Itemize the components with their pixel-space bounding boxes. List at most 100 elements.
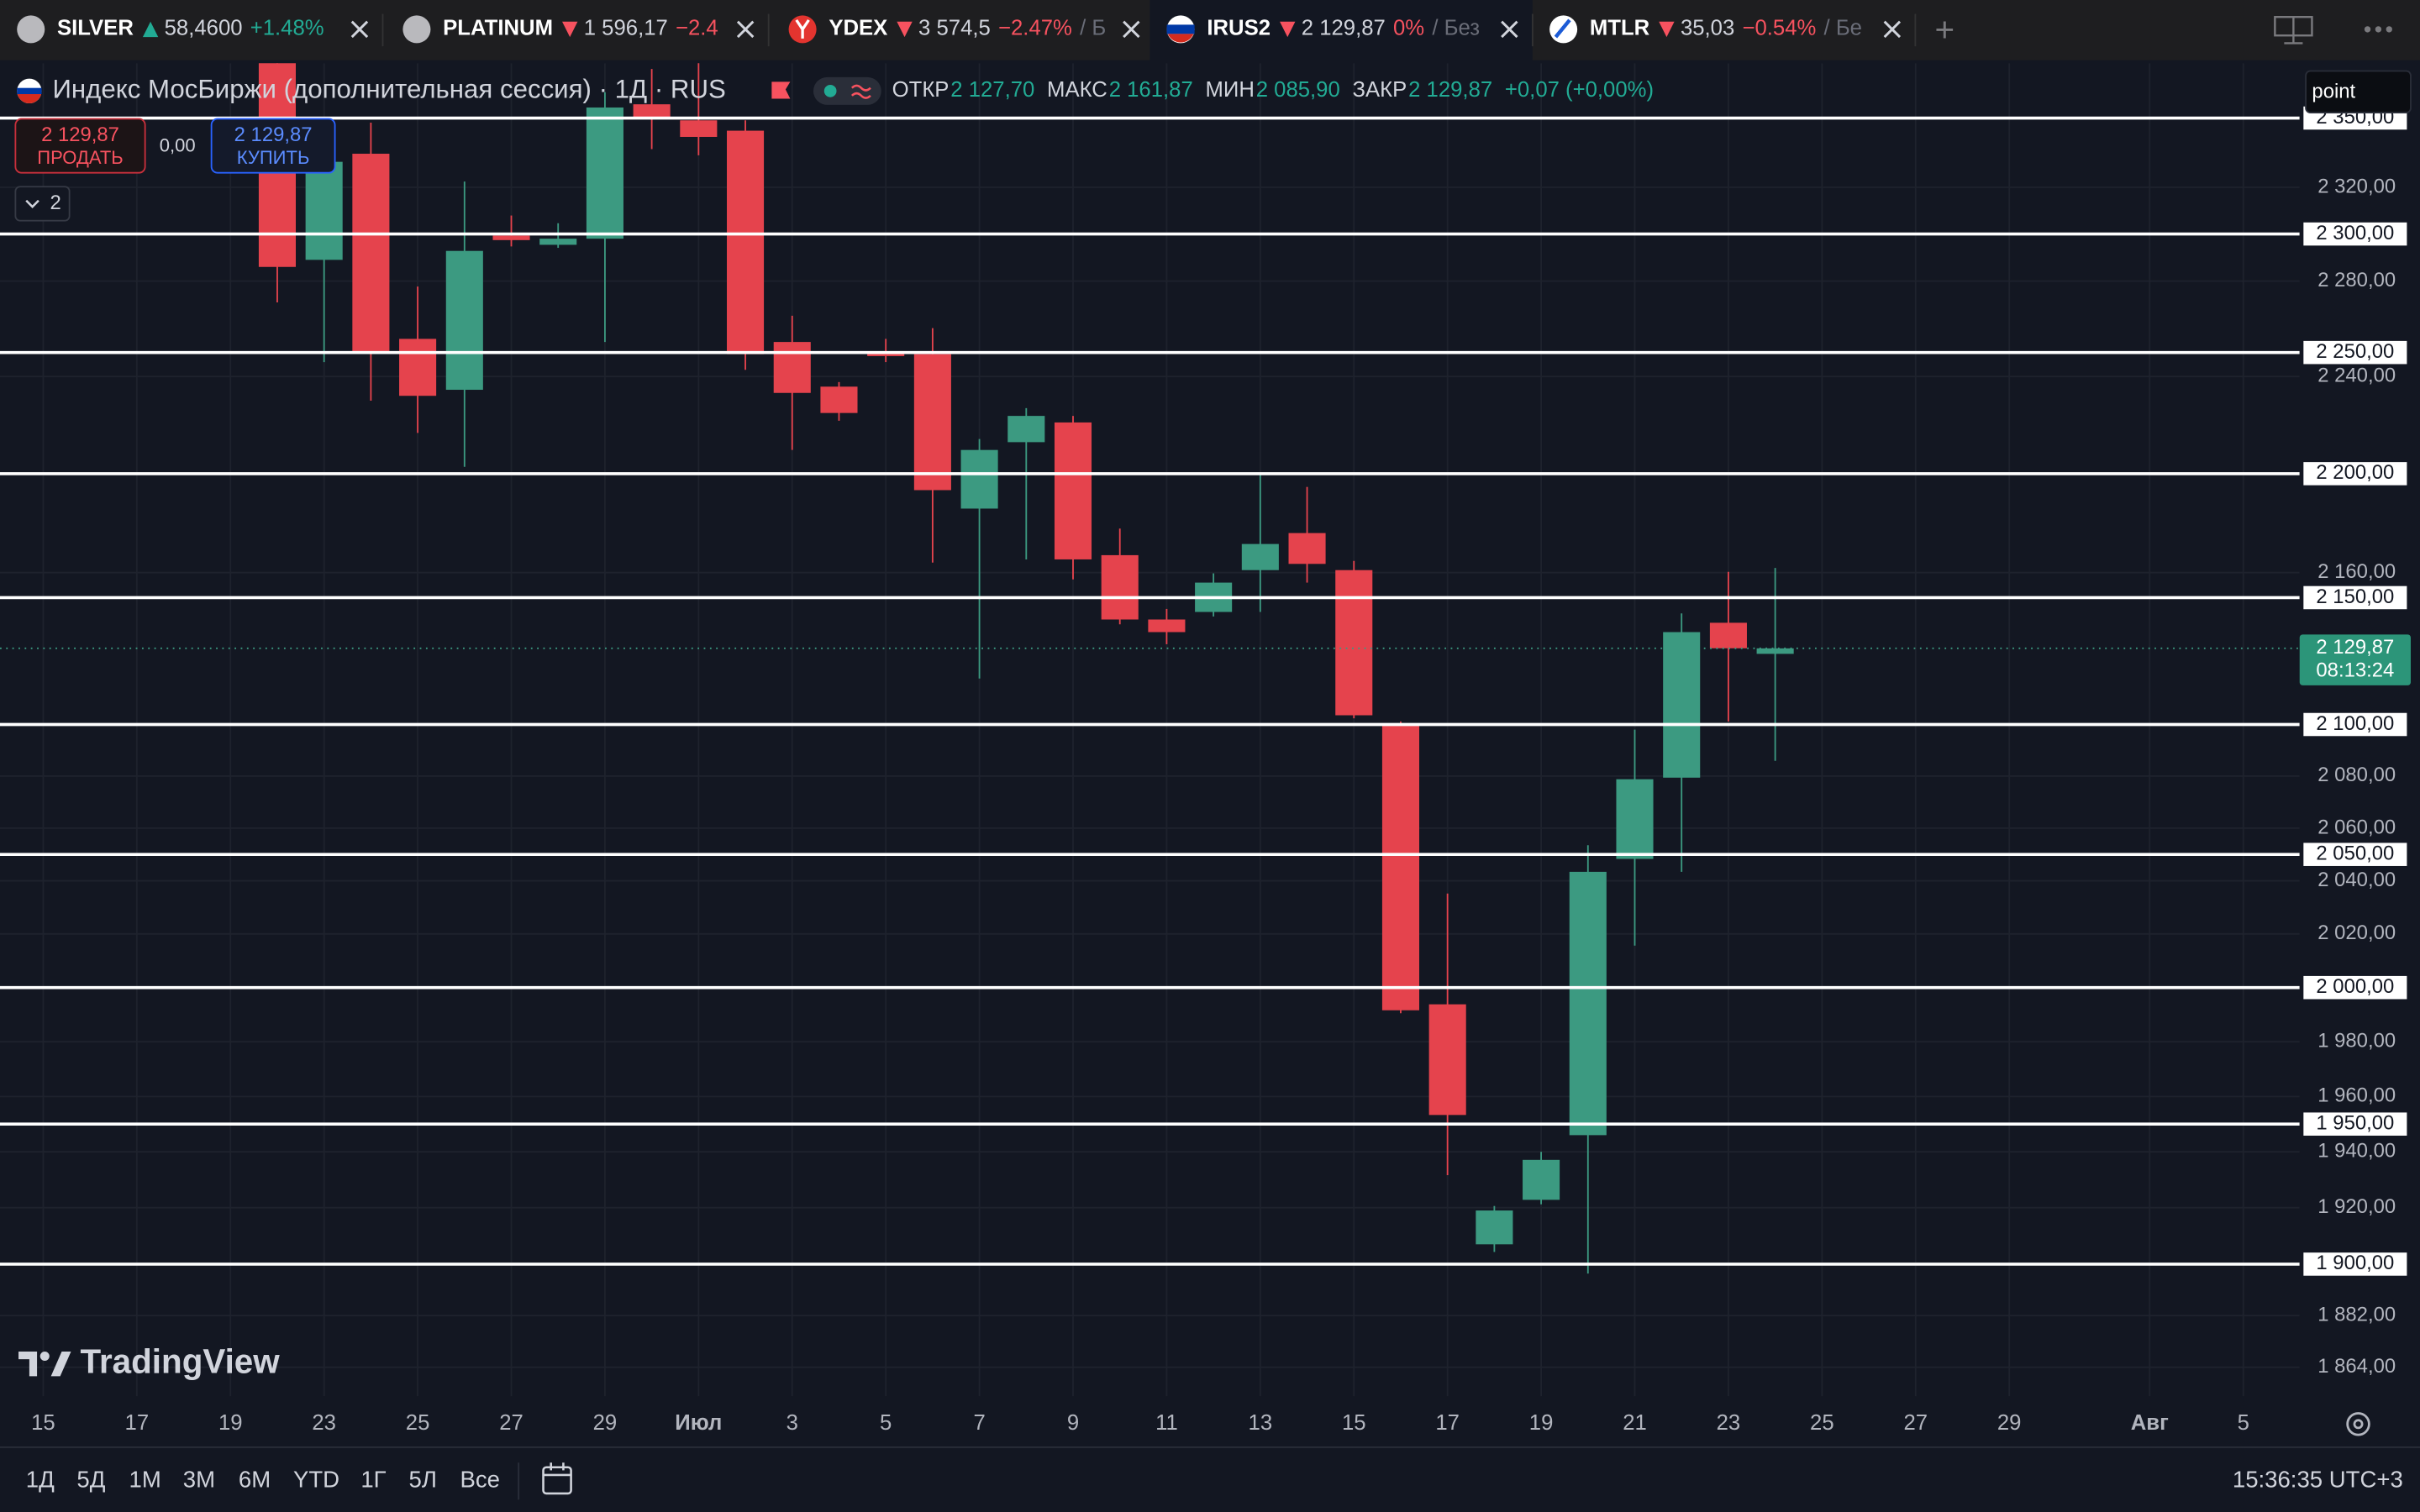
level-label: 2 150,00 bbox=[2316, 585, 2394, 608]
range-button[interactable]: 1Д bbox=[26, 1467, 55, 1493]
tab-text: MTLR 35,03 −0.54% / Бе bbox=[1590, 17, 1862, 40]
layout-icon[interactable] bbox=[2274, 16, 2313, 45]
level-label-box bbox=[2302, 711, 2409, 738]
candle-body bbox=[1241, 543, 1279, 570]
tab-arrow bbox=[142, 21, 159, 38]
buy-price: 2 129,87 bbox=[234, 123, 313, 146]
buy-button[interactable] bbox=[210, 118, 336, 174]
tab-close[interactable] bbox=[350, 20, 369, 39]
y-tick-label: 2 040,00 bbox=[2317, 869, 2396, 891]
legend-value: 2 085,90 bbox=[1256, 78, 1340, 102]
tab-change: −2.4 bbox=[676, 17, 718, 40]
status-pill[interactable] bbox=[813, 76, 881, 105]
candle-body bbox=[1335, 570, 1373, 716]
tab-icon-stripe bbox=[1166, 24, 1195, 34]
legend-value: +0,07 (+0,00%) bbox=[1505, 78, 1654, 102]
tab-icon-mark bbox=[1554, 18, 1571, 39]
x-tick-label: 11 bbox=[1155, 1411, 1178, 1435]
tab-price: 3 574,5 bbox=[918, 17, 991, 40]
candle-body bbox=[305, 161, 343, 260]
candle-body bbox=[773, 342, 811, 393]
legend-value: 2 129,87 bbox=[1408, 78, 1492, 102]
y-tick-label: 2 280,00 bbox=[2317, 269, 2396, 291]
candle-body bbox=[352, 154, 390, 352]
candle-body bbox=[1663, 632, 1701, 778]
clock: 15:36:35 UTC+3 bbox=[2233, 1467, 2403, 1493]
indicators-toggle[interactable] bbox=[14, 186, 71, 222]
tab-text: SILVER 58,4600 +1.48% bbox=[57, 17, 324, 40]
range-button[interactable]: 5Л bbox=[409, 1467, 437, 1493]
flag-icon[interactable] bbox=[771, 81, 791, 99]
candle-body bbox=[913, 354, 951, 491]
buy-label: КУПИТЬ bbox=[237, 147, 310, 168]
x-tick-label: Авг bbox=[2131, 1411, 2169, 1435]
candle-body bbox=[820, 386, 858, 413]
tab-text: IRUS2 2 129,87 0% / Без bbox=[1207, 17, 1480, 40]
legend-label: ЗАКР bbox=[1352, 78, 1407, 102]
tab[interactable]: SILVER 58,4600 +1.48% bbox=[17, 13, 384, 47]
calendar-icon[interactable] bbox=[542, 1462, 572, 1495]
x-tick-label: 25 bbox=[1810, 1411, 1834, 1435]
add-tab[interactable]: + bbox=[1934, 10, 1954, 49]
sell-button[interactable] bbox=[14, 118, 146, 174]
tab-symbol: SILVER bbox=[57, 17, 134, 40]
candle-body bbox=[1616, 779, 1654, 859]
y-tick-label: 1 960,00 bbox=[2317, 1084, 2396, 1107]
candle-body bbox=[1101, 554, 1139, 620]
range-button[interactable]: Все bbox=[460, 1467, 499, 1493]
x-tick-label: 15 bbox=[31, 1411, 55, 1435]
range-button[interactable]: YTD bbox=[293, 1467, 339, 1493]
time-axis: 15 17 19 23 25 27 29 Июл 3 5 7 9 11 13 15 17 19 21 23 25 27 2… bbox=[31, 1411, 2249, 1435]
tab-symbol: IRUS2 bbox=[1207, 17, 1270, 40]
tab-price: 35,03 bbox=[1681, 17, 1734, 40]
level-label-box bbox=[2302, 584, 2409, 612]
candle-body bbox=[492, 235, 530, 240]
tab-price: 1 596,17 bbox=[584, 17, 668, 40]
tab-close[interactable] bbox=[1123, 20, 1140, 39]
level-label-box bbox=[2302, 460, 2409, 487]
tab-price: 58,4600 bbox=[165, 17, 243, 40]
range-button[interactable]: 6М bbox=[239, 1467, 271, 1493]
chevron bbox=[25, 199, 39, 208]
chart-title: Индекс МосБиржи (дополнительная сессия) … bbox=[52, 75, 725, 104]
ohlc-legend: ОТКР 2 127,70 МАКС 2 161,87 МИН 2 085,90 ЗАКР 2… bbox=[892, 78, 1654, 102]
candle-body bbox=[1756, 648, 1794, 654]
level-label: 2 050,00 bbox=[2316, 842, 2394, 864]
tab-close[interactable] bbox=[1883, 20, 1902, 39]
candle-body bbox=[1288, 533, 1326, 564]
x-tick-label: 19 bbox=[218, 1411, 243, 1435]
legend-label: МИН bbox=[1205, 78, 1254, 102]
tab-close[interactable] bbox=[736, 20, 755, 39]
brand-logo bbox=[18, 1351, 71, 1377]
range-button[interactable]: 3М bbox=[183, 1467, 215, 1493]
more-icon[interactable] bbox=[2364, 26, 2392, 33]
x-tick-label: 15 bbox=[1342, 1411, 1366, 1435]
level-label-box bbox=[2302, 841, 2409, 868]
range-button[interactable]: 1М bbox=[129, 1467, 161, 1493]
tab-change: −2.47% bbox=[998, 17, 1072, 40]
tab[interactable]: YDEX 3 574,5 −2.47% / Б bbox=[788, 13, 1155, 47]
range-button[interactable]: 1Г bbox=[360, 1467, 386, 1493]
x-tick-label: 29 bbox=[593, 1411, 618, 1435]
search-text[interactable]: point bbox=[2312, 81, 2355, 103]
price-axis: 2 320,00 2 280,00 2 240,00 2 160,00 2 080,00… bbox=[2299, 104, 2411, 1378]
x-tick-label: 21 bbox=[1623, 1411, 1647, 1435]
range-button[interactable]: 5Д bbox=[76, 1467, 105, 1493]
level-label: 2 200,00 bbox=[2316, 461, 2394, 484]
settings-icon[interactable] bbox=[2346, 1412, 2370, 1436]
tab[interactable]: MTLR 35,03 −0.54% / Бе bbox=[1549, 13, 1917, 47]
legend-label: ОТКР bbox=[892, 78, 950, 102]
x-tick-label: 25 bbox=[406, 1411, 430, 1435]
tab-suffix: / Б bbox=[1080, 17, 1106, 40]
tab-close[interactable] bbox=[1501, 20, 1518, 39]
level-label: 2 300,00 bbox=[2316, 222, 2394, 244]
tab[interactable]: IRUS2 2 129,87 0% / Без bbox=[1150, 0, 1534, 60]
tab[interactable]: PLATINUM 1 596,17 −2.4 bbox=[402, 13, 770, 47]
x-tick-label: 23 bbox=[1717, 1411, 1741, 1435]
x-tick-label: 23 bbox=[312, 1411, 336, 1435]
tab-symbol: MTLR bbox=[1590, 17, 1650, 40]
candle-body bbox=[1476, 1210, 1513, 1245]
search-box[interactable] bbox=[2305, 70, 2412, 113]
